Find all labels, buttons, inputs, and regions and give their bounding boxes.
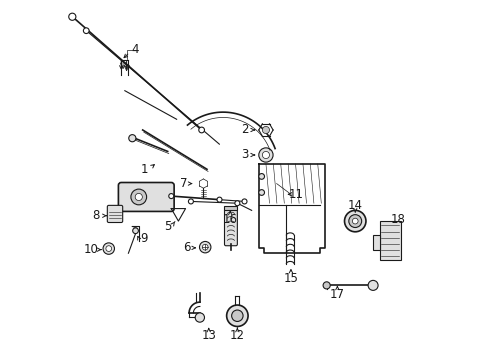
Text: 10: 10 (83, 243, 98, 256)
Text: 8: 8 (92, 209, 100, 222)
Circle shape (103, 243, 114, 254)
Circle shape (128, 135, 136, 142)
Text: 4: 4 (132, 43, 139, 56)
Text: 2: 2 (240, 123, 248, 136)
Circle shape (231, 310, 243, 321)
Text: 6: 6 (183, 241, 191, 255)
Text: 12: 12 (229, 329, 244, 342)
Circle shape (262, 152, 269, 158)
Text: 1: 1 (141, 163, 148, 176)
Circle shape (195, 313, 204, 322)
Circle shape (188, 199, 193, 204)
Circle shape (262, 126, 269, 134)
Bar (379, 221, 400, 260)
FancyBboxPatch shape (107, 205, 122, 222)
Text: 9: 9 (141, 233, 148, 246)
Bar (372, 235, 380, 249)
FancyBboxPatch shape (118, 183, 174, 211)
Circle shape (242, 199, 246, 204)
Circle shape (367, 280, 377, 291)
Text: 18: 18 (390, 213, 405, 226)
Circle shape (198, 127, 204, 133)
Circle shape (258, 148, 272, 162)
Text: 11: 11 (288, 188, 303, 201)
Text: 16: 16 (222, 213, 237, 226)
Text: 17: 17 (329, 288, 344, 301)
Circle shape (217, 197, 222, 202)
Circle shape (168, 194, 173, 199)
Circle shape (234, 201, 240, 206)
Text: 3: 3 (240, 148, 248, 162)
Bar (224, 206, 237, 210)
Circle shape (344, 210, 365, 232)
Circle shape (348, 215, 361, 228)
Circle shape (258, 174, 264, 179)
Circle shape (132, 228, 138, 234)
Text: 14: 14 (347, 198, 362, 212)
Circle shape (199, 242, 210, 253)
Circle shape (135, 193, 142, 201)
Circle shape (258, 190, 264, 195)
Circle shape (131, 189, 146, 205)
Circle shape (352, 218, 357, 224)
Circle shape (69, 13, 76, 20)
Text: 15: 15 (283, 272, 298, 285)
Circle shape (83, 28, 89, 33)
Circle shape (202, 244, 207, 250)
Circle shape (323, 282, 329, 289)
Text: 5: 5 (163, 220, 171, 233)
Text: 7: 7 (180, 177, 187, 190)
FancyBboxPatch shape (224, 209, 237, 246)
Text: 13: 13 (201, 329, 216, 342)
Circle shape (106, 246, 111, 251)
Circle shape (226, 305, 247, 327)
